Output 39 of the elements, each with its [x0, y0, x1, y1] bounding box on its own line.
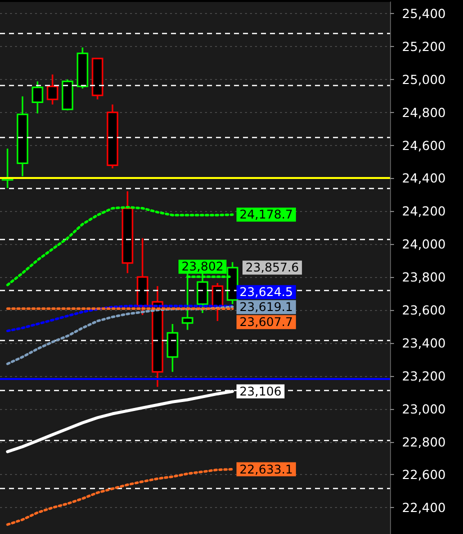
data-label: 23,106 — [240, 384, 282, 398]
y-tick-label: 24,800 — [402, 104, 446, 120]
y-tick-label: 23,000 — [402, 401, 446, 416]
candlestick — [46, 74, 58, 106]
y-tick-label: 22,400 — [402, 500, 446, 516]
y-tick-label: 23,200 — [402, 368, 446, 384]
data-label: 23,802 — [182, 260, 224, 274]
candlestick — [76, 46, 88, 90]
data-label: 24,178.7 — [240, 208, 293, 222]
y-tick-label: 24,000 — [402, 236, 446, 252]
candlestick — [32, 80, 44, 114]
candlestick — [106, 104, 118, 169]
data-label: 23,607.7 — [240, 315, 293, 330]
candlestick — [16, 96, 28, 178]
y-tick-label: 22,600 — [402, 467, 446, 482]
candlestick — [62, 78, 74, 112]
y-tick-label: 24,400 — [402, 170, 446, 186]
candlestick — [92, 58, 104, 100]
y-tick-label: 23,400 — [402, 335, 446, 350]
data-label: 22,633.1 — [240, 462, 293, 476]
y-tick-label: 22,800 — [402, 434, 446, 450]
candlestick — [166, 323, 178, 373]
y-tick-label: 25,200 — [402, 38, 446, 54]
y-tick-label: 24,200 — [402, 204, 446, 219]
line-series — [6, 304, 234, 332]
y-tick-label: 23,800 — [402, 270, 446, 285]
y-tick-label: 24,600 — [402, 138, 446, 153]
line-series — [6, 206, 234, 286]
y-tick-label: 25,000 — [402, 72, 446, 87]
line-series — [6, 468, 234, 526]
candlestick — [152, 285, 164, 388]
data-label: 23,619.1 — [240, 300, 293, 314]
candlestick — [136, 237, 148, 316]
line-series — [6, 306, 234, 366]
data-label: 23,624.5 — [240, 285, 293, 300]
y-tick-label: 23,600 — [402, 302, 446, 318]
text: 23,857.6 — [246, 260, 299, 275]
candlestick — [122, 190, 134, 274]
y-tick-label: 25,400 — [402, 6, 446, 22]
